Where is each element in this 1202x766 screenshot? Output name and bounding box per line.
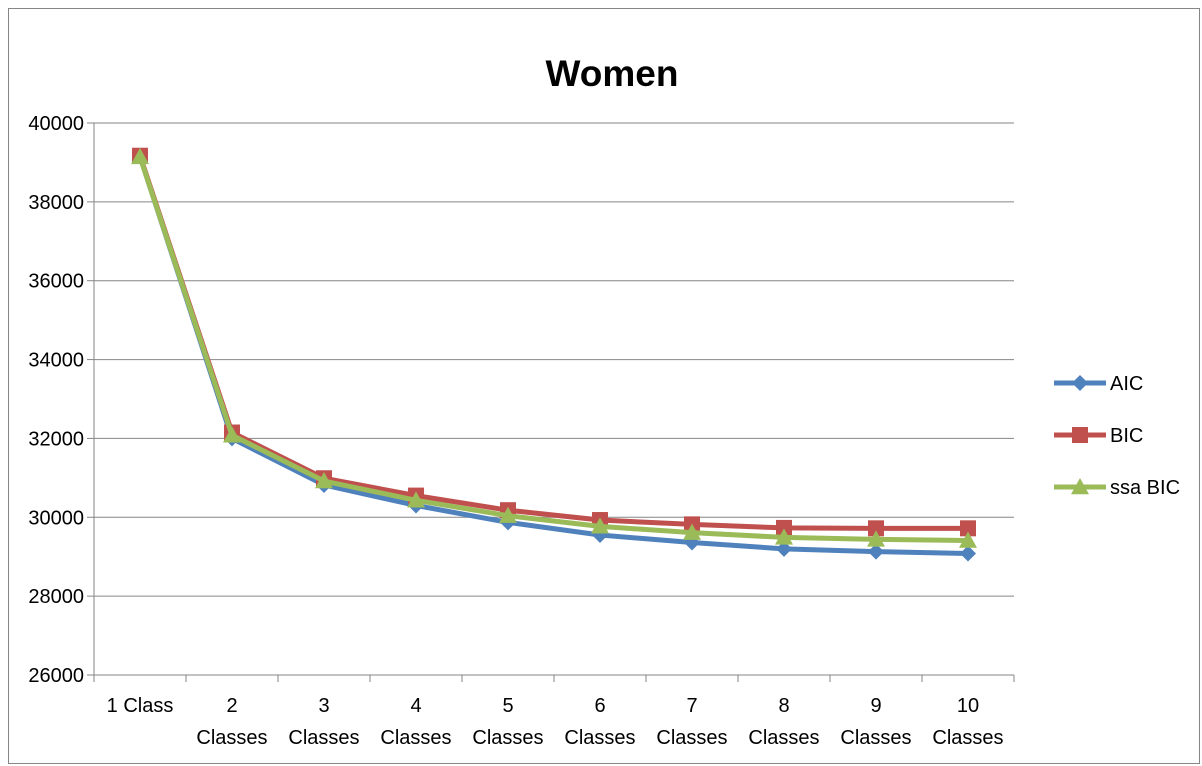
y-tick-label: 32000 — [28, 428, 84, 450]
x-tick-label: Classes — [196, 727, 267, 749]
data-point — [131, 147, 149, 165]
legend-marker — [1072, 375, 1088, 391]
legend-label: AIC — [1110, 373, 1143, 395]
legend-label: BIC — [1110, 425, 1143, 447]
y-tick-label: 26000 — [28, 665, 84, 687]
chart-title: Women — [546, 53, 679, 94]
x-tick-label: Classes — [380, 727, 451, 749]
data-point — [591, 517, 609, 534]
x-tick-label: 1 Class — [107, 695, 174, 717]
series-line — [137, 155, 969, 557]
data-point — [776, 540, 792, 557]
x-tick-label: Classes — [748, 727, 819, 749]
y-tick-label: 38000 — [28, 192, 84, 214]
series-aic — [132, 148, 976, 562]
x-tick-label: 7 — [686, 695, 697, 717]
y-tick-label: 30000 — [28, 507, 84, 529]
data-point — [776, 519, 792, 536]
data-point — [407, 491, 425, 508]
y-tick-label: 40000 — [28, 113, 84, 135]
x-tick-label: Classes — [656, 727, 727, 749]
data-point — [868, 543, 884, 560]
x-tick-label: Classes — [472, 727, 543, 749]
legend-label: ssa BIC — [1110, 477, 1180, 499]
chart-frame: Women 26000 28000 30000 32000 34000 36000 3800… — [8, 8, 1200, 764]
series-line — [137, 154, 968, 531]
data-point — [960, 520, 976, 537]
data-point — [868, 520, 884, 537]
x-tick-label: 3 — [318, 695, 329, 717]
series-ssa-bic — [131, 147, 977, 548]
x-tick-label: 6 — [594, 695, 605, 717]
x-tick-label: 5 — [502, 695, 513, 717]
x-tick-label: 4 — [410, 695, 421, 717]
x-tick-label: Classes — [564, 727, 635, 749]
legend-marker — [1071, 478, 1089, 495]
data-point — [499, 506, 517, 523]
data-point — [775, 528, 793, 545]
x-tick-label: Classes — [840, 727, 911, 749]
data-point — [959, 531, 977, 548]
x-tick-label: Classes — [288, 727, 359, 749]
x-tick-label: Classes — [932, 727, 1003, 749]
legend-item: BIC — [1054, 425, 1143, 447]
y-tick-label: 28000 — [28, 586, 84, 608]
line-chart: Women 26000 28000 30000 32000 34000 36000 3800… — [28, 53, 1180, 749]
x-tick-label: 9 — [870, 695, 881, 717]
series-bic — [132, 147, 976, 537]
data-point — [223, 426, 241, 443]
data-point — [683, 523, 701, 540]
y-tick-label: 34000 — [28, 350, 84, 372]
series-line — [137, 156, 969, 544]
data-point — [315, 472, 333, 489]
x-tick-label: 2 — [226, 695, 237, 717]
data-point — [867, 530, 885, 547]
data-point — [960, 545, 976, 562]
legend-item: ssa BIC — [1054, 477, 1180, 499]
legend-item: AIC — [1054, 373, 1143, 395]
x-tick-label: 10 — [957, 695, 979, 717]
y-tick-label: 36000 — [28, 271, 84, 293]
legend-marker — [1072, 427, 1088, 443]
x-tick-label: 8 — [778, 695, 789, 717]
